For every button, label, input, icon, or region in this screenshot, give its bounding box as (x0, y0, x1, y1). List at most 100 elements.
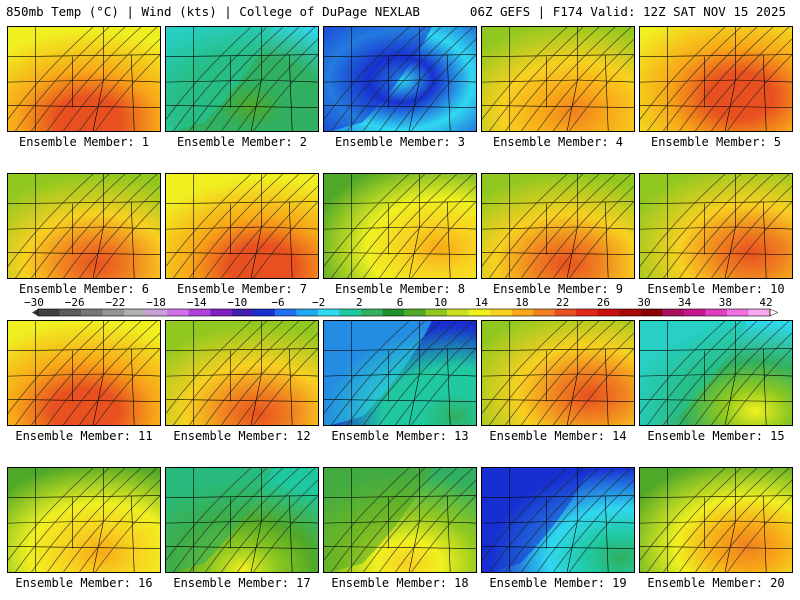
scale-swatch (490, 309, 512, 316)
height-contours (640, 174, 792, 278)
scale-swatch (554, 309, 577, 316)
height-contours (640, 27, 792, 131)
header-valid-time: 06Z GEFS | F174 Valid: 12Z SAT NOV 15 20… (469, 4, 786, 19)
ensemble-member-label: Ensemble Member: 11 (15, 429, 153, 443)
state-borders (8, 27, 160, 131)
ensemble-member-label: Ensemble Member: 18 (331, 576, 469, 590)
temperature-field (8, 468, 160, 572)
scale-tick-label: 2 (356, 296, 363, 309)
ensemble-member-label: Ensemble Member: 14 (489, 429, 627, 443)
temperature-field (166, 174, 318, 278)
temperature-field (482, 321, 634, 425)
scale-swatch (748, 309, 771, 316)
scale-swatch (210, 309, 233, 316)
ensemble-member-label: Ensemble Member: 7 (176, 282, 308, 296)
scale-swatch (59, 309, 82, 316)
temperature-field (8, 27, 160, 131)
state-borders (324, 27, 476, 131)
temperature-field (482, 27, 634, 131)
height-contours (166, 174, 318, 278)
ensemble-member-label: Ensemble Member: 17 (173, 576, 311, 590)
scale-swatch (447, 309, 469, 316)
ensemble-map-panel (639, 26, 793, 132)
scale-tick-label: 30 (637, 296, 651, 309)
ensemble-member-label: Ensemble Member: 9 (492, 282, 624, 296)
scale-swatch (511, 309, 534, 316)
height-contours (482, 174, 634, 278)
scale-tick-label: 26 (596, 296, 610, 309)
scale-swatch (619, 309, 642, 316)
height-contours (166, 468, 318, 572)
ensemble-member-label: Ensemble Member: 10 (647, 282, 785, 296)
height-contours (166, 321, 318, 425)
height-contours (482, 468, 634, 572)
state-borders (324, 468, 476, 572)
scale-swatch (339, 309, 362, 316)
height-contours (8, 321, 160, 425)
ensemble-map-panel (323, 173, 477, 279)
ensemble-member-label: Ensemble Member: 4 (492, 135, 624, 149)
scale-swatch (317, 309, 340, 316)
scale-swatch (533, 309, 556, 316)
scale-swatch (145, 309, 168, 316)
scale-tick-label: 38 (718, 296, 732, 309)
scale-swatch (38, 309, 60, 316)
ensemble-map-panel (481, 320, 635, 426)
scale-swatch (662, 309, 685, 316)
scale-tick-label: −30 (24, 296, 44, 309)
state-borders (8, 321, 160, 425)
scale-swatch (274, 309, 297, 316)
temperature-field (166, 321, 318, 425)
ensemble-map-panel (639, 320, 793, 426)
scale-swatch (683, 309, 706, 316)
ensemble-map-panel (481, 467, 635, 573)
ensemble-member-label: Ensemble Member: 6 (18, 282, 150, 296)
height-contours (324, 468, 476, 572)
ensemble-map-panel (7, 26, 161, 132)
temperature-field (482, 174, 634, 278)
scale-swatch (231, 309, 254, 316)
scale-swatch (640, 309, 663, 316)
ensemble-map-panel (639, 173, 793, 279)
ensemble-member-label: Ensemble Member: 3 (334, 135, 466, 149)
temperature-field (8, 321, 160, 425)
scale-swatch (705, 309, 728, 316)
height-contours (324, 321, 476, 425)
scale-swatch (124, 309, 146, 316)
scale-tick-label: −18 (146, 296, 166, 309)
scale-tick-label: −22 (105, 296, 126, 309)
ensemble-member-label: Ensemble Member: 13 (331, 429, 469, 443)
ensemble-map-panel (323, 26, 477, 132)
ensemble-map-panel (165, 320, 319, 426)
scale-tick-label: −10 (227, 296, 248, 309)
scale-swatch (425, 309, 448, 316)
height-contours (166, 27, 318, 131)
scale-swatch (188, 309, 211, 316)
ensemble-map-panel (639, 467, 793, 573)
ensemble-map-panel (165, 26, 319, 132)
ensemble-map-panel (323, 467, 477, 573)
height-contours (324, 174, 476, 278)
scale-swatch (167, 309, 190, 316)
ensemble-map-panel (7, 467, 161, 573)
ensemble-map-panel (481, 26, 635, 132)
scale-swatch (102, 309, 125, 316)
ensemble-map-panel (323, 320, 477, 426)
height-contours (640, 321, 792, 425)
ensemble-member-label: Ensemble Member: 2 (176, 135, 308, 149)
scale-tick-label: 22 (556, 296, 570, 309)
height-contours (324, 27, 476, 131)
scale-tick-label: 10 (434, 296, 448, 309)
height-contours (482, 27, 634, 131)
scale-tick-label: 18 (515, 296, 529, 309)
ensemble-member-label: Ensemble Member: 8 (334, 282, 466, 296)
scale-arrow-left (32, 309, 38, 316)
scale-tick-label: 6 (396, 296, 404, 309)
scale-swatch (296, 309, 319, 316)
scale-arrow-right (769, 308, 779, 317)
scale-swatch (360, 309, 383, 316)
color-scale-bar (32, 308, 779, 317)
temperature-field (8, 174, 160, 278)
state-borders (8, 174, 160, 278)
scale-tick-label: −6 (271, 296, 285, 309)
